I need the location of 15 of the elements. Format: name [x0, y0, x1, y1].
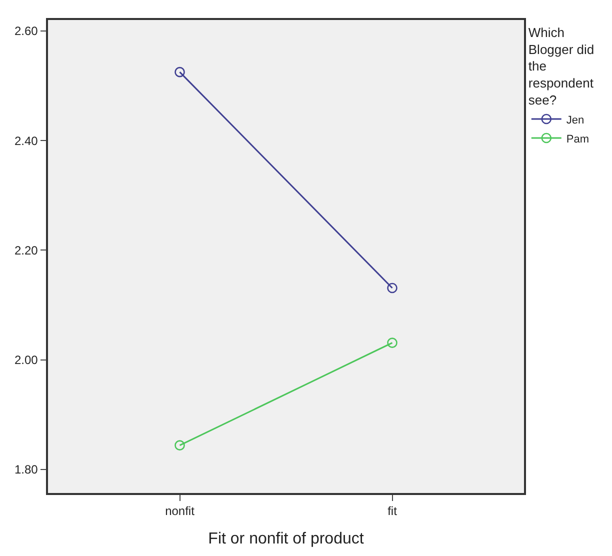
y-tick-label: 2.40 [14, 134, 38, 148]
point [174, 440, 185, 450]
y-tick-label: 2.00 [14, 353, 38, 368]
x-axis-title: Fit or nonfit of product [208, 530, 364, 548]
y-tick-label: 2.20 [14, 243, 38, 258]
y-tick-label: 1.80 [14, 462, 38, 477]
point [387, 338, 398, 348]
y-tick-label: 2.60 [14, 24, 38, 38]
point [174, 66, 185, 78]
legend-title: Which Blogger did the respondent see? [528, 24, 594, 108]
legend-label: Jen [566, 114, 584, 126]
point [387, 282, 398, 294]
x-tick-label: fit [388, 504, 398, 518]
legend-label: Pam [566, 133, 590, 146]
x-tick-label: nonfit [165, 504, 196, 518]
